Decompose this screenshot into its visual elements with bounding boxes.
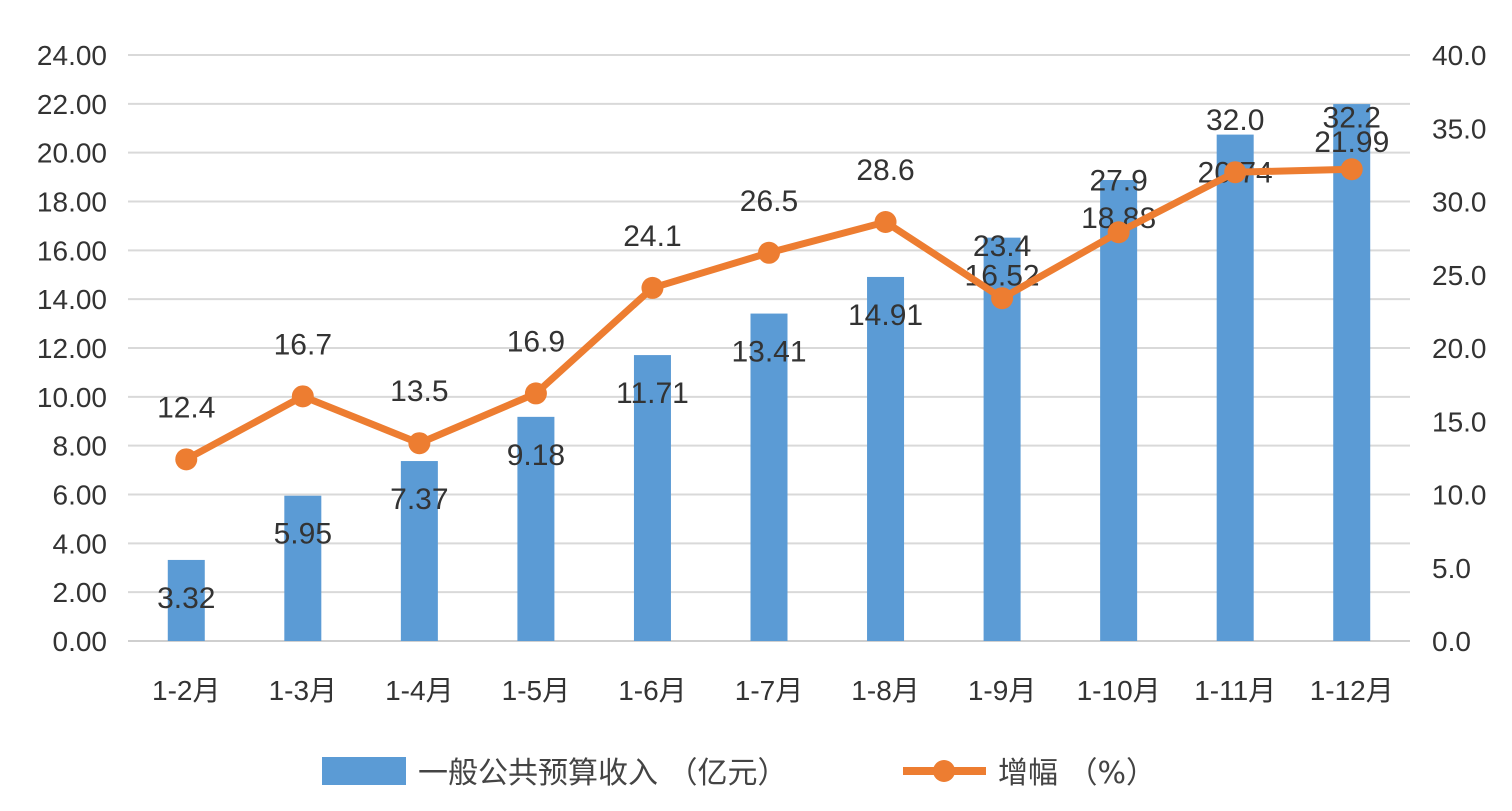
bar — [284, 495, 322, 641]
line-data-label: 26.5 — [740, 185, 798, 218]
x-tick-label: 1-6月 — [618, 675, 686, 706]
x-tick-label: 1-12月 — [1310, 675, 1394, 706]
x-tick-label: 1-8月 — [851, 675, 919, 706]
bar — [400, 461, 438, 641]
left-tick-label: 12.00 — [37, 333, 107, 364]
right-tick-label: 5.0 — [1432, 553, 1471, 584]
left-tick-label: 20.00 — [37, 138, 107, 169]
line-point — [874, 211, 897, 234]
legend-swatch-bar — [322, 757, 406, 785]
line-point — [408, 432, 431, 455]
bar — [750, 313, 788, 641]
left-tick-label: 0.00 — [53, 626, 108, 657]
bar — [867, 276, 905, 641]
line-point — [641, 276, 664, 299]
line-point — [175, 448, 198, 471]
left-tick-label: 16.00 — [37, 235, 107, 266]
line-point — [1224, 161, 1247, 184]
left-tick-label: 8.00 — [53, 431, 108, 462]
line-data-label: 27.9 — [1089, 164, 1147, 197]
right-tick-label: 0.0 — [1432, 626, 1471, 657]
x-axis: 1-2月 1-3月 1-4月 1-5月 1-6月 1-7月 1-8月 1-9月 1-10月 1-1… — [152, 675, 1394, 706]
line-data-label: 32.0 — [1206, 104, 1264, 137]
line-data-label: 24.1 — [623, 220, 681, 253]
x-tick-label: 1-3月 — [269, 675, 337, 706]
line-point — [758, 241, 780, 264]
bar — [517, 416, 555, 641]
line-point — [1107, 221, 1130, 244]
bar-data-label: 9.18 — [507, 439, 565, 472]
legend: 一般公共预算收入 （亿元） 增幅 （%） — [322, 756, 1156, 791]
left-tick-label: 4.00 — [53, 528, 108, 559]
right-tick-label: 30.0 — [1432, 187, 1487, 218]
right-axis: 0.0 5.0 10.0 15.0 20.0 25.0 30.0 35.0 40.0 — [1432, 40, 1487, 657]
x-tick-label: 1-11月 — [1194, 675, 1276, 706]
bar-data-label: 5.95 — [274, 518, 332, 551]
left-tick-label: 22.00 — [37, 89, 107, 120]
right-tick-label: 10.0 — [1432, 480, 1487, 511]
right-tick-label: 25.0 — [1432, 260, 1487, 291]
line-point — [1340, 158, 1363, 181]
legend-swatch-marker — [933, 760, 955, 782]
left-tick-label: 14.00 — [37, 284, 107, 315]
line-data-label: 28.6 — [856, 154, 914, 187]
left-tick-label: 24.00 — [37, 40, 107, 71]
legend-label-growth: 增幅 （%） — [998, 756, 1156, 791]
bar-data-label: 13.41 — [731, 336, 806, 369]
right-tick-label: 15.0 — [1432, 406, 1487, 437]
left-axis: 0.00 2.00 4.00 6.00 8.00 10.00 12.00 14.00 16.00… — [37, 40, 107, 657]
x-tick-label: 1-7月 — [735, 675, 803, 706]
bar-data-label: 3.32 — [157, 582, 215, 615]
bar-data-label: 7.37 — [390, 483, 448, 516]
legend-label-revenue: 一般公共预算收入 （亿元） — [418, 756, 788, 791]
right-tick-label: 35.0 — [1432, 113, 1487, 144]
line-data-label: 23.4 — [973, 230, 1031, 263]
line-point — [524, 382, 547, 405]
x-tick-label: 1-10月 — [1077, 675, 1161, 706]
line-point — [991, 287, 1014, 310]
x-tick-label: 1-9月 — [968, 675, 1036, 706]
line-data-label: 13.5 — [390, 375, 448, 408]
left-tick-label: 2.00 — [53, 577, 108, 608]
right-tick-label: 40.0 — [1432, 40, 1487, 71]
bar — [633, 355, 671, 641]
bar — [1216, 134, 1254, 641]
line-data-label: 16.7 — [274, 328, 332, 361]
line-data-label: 16.9 — [507, 325, 565, 358]
x-tick-label: 1-2月 — [152, 675, 220, 706]
bar — [167, 559, 205, 641]
line-data-label: 32.2 — [1323, 101, 1381, 134]
bar — [1100, 180, 1138, 641]
left-tick-label: 6.00 — [53, 480, 108, 511]
bar — [1333, 104, 1371, 641]
bar-data-label: 11.71 — [616, 377, 689, 410]
line-data-label: 12.4 — [157, 391, 215, 424]
bar-data-label: 21.99 — [1314, 126, 1389, 159]
right-tick-label: 20.0 — [1432, 333, 1487, 364]
x-tick-label: 1-4月 — [385, 675, 453, 706]
left-tick-label: 18.00 — [37, 187, 107, 218]
x-tick-label: 1-5月 — [502, 675, 570, 706]
line-series: 12.4 16.7 13.5 16.9 24.1 26.5 28.6 23.4 27.9 32.0… — [157, 101, 1381, 471]
line-point — [291, 385, 314, 408]
bar-data-label: 14.91 — [848, 299, 923, 332]
left-tick-label: 10.00 — [37, 382, 107, 413]
